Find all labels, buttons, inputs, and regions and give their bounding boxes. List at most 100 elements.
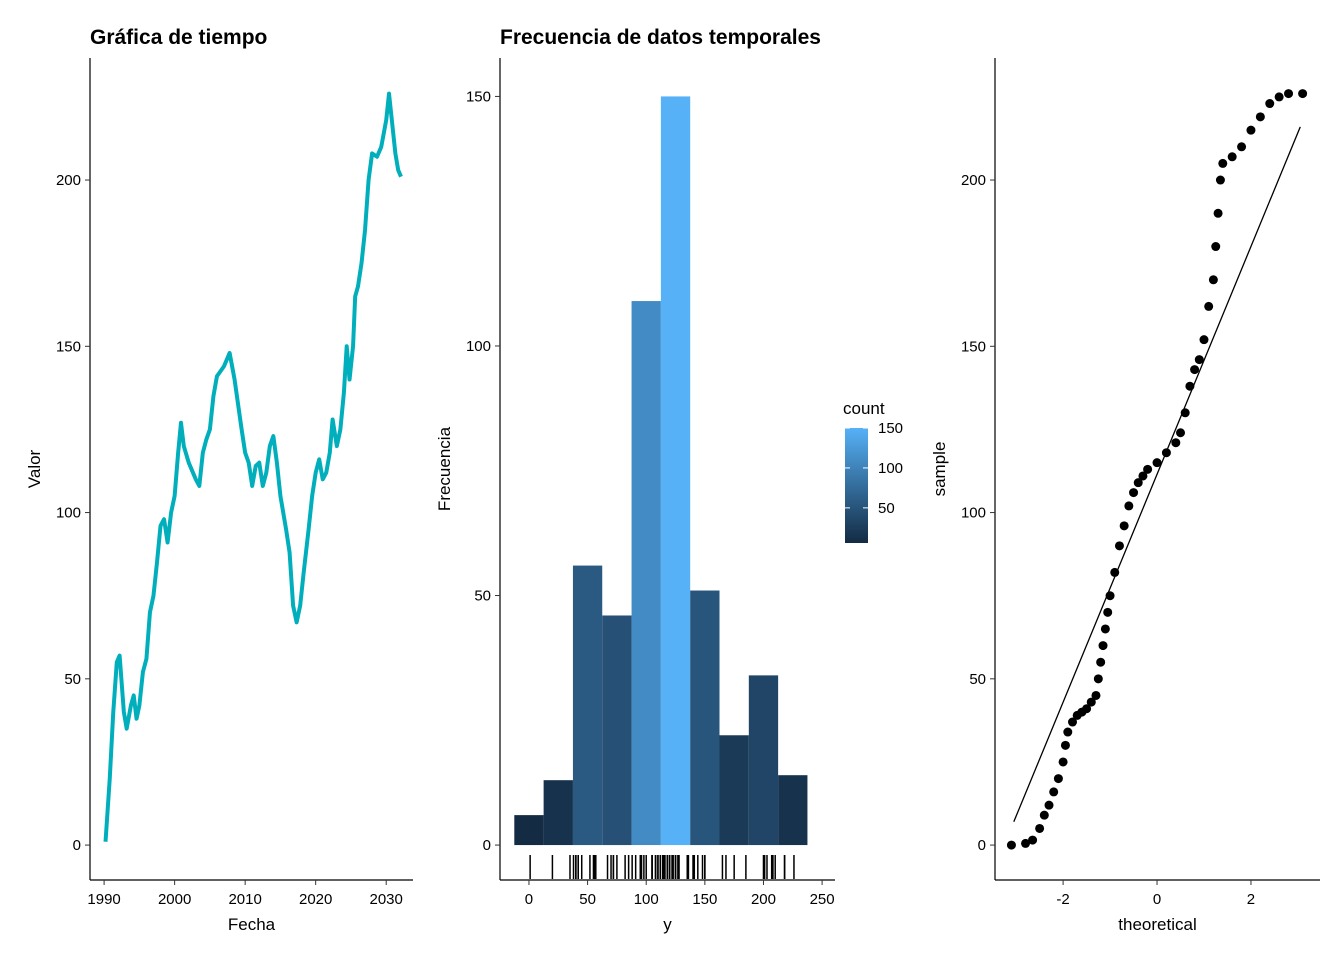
qq-point [1119, 521, 1129, 531]
qq-point [1143, 464, 1153, 474]
qq-point [1185, 381, 1195, 391]
colorbar-label: 150 [878, 420, 903, 437]
y-axis-label: sample [930, 442, 949, 497]
qq-point [1176, 428, 1186, 438]
qq-point [1100, 624, 1110, 634]
histogram-bar [572, 565, 603, 846]
y-tick-label: 0 [483, 837, 491, 854]
qq-point [1213, 208, 1223, 218]
colorbar-label: 100 [878, 460, 903, 477]
y-tick-label: 0 [73, 837, 81, 854]
qq-point [1211, 242, 1221, 252]
colorbar [845, 428, 868, 543]
reference-line [1013, 126, 1301, 823]
qq-point [1124, 501, 1134, 511]
y-tick-label: 50 [474, 588, 491, 605]
histogram-bar [631, 301, 661, 846]
qq-point [1103, 607, 1113, 617]
qq-point [1053, 774, 1063, 784]
qq-point [1098, 641, 1108, 651]
panel-title: Frecuencia de datos temporales [500, 26, 821, 49]
y-tick-label: 150 [961, 338, 986, 355]
qq-point [1114, 541, 1124, 551]
qq-point [1086, 697, 1096, 707]
qq-point [1138, 471, 1148, 481]
qq-point [1021, 838, 1031, 848]
histogram-bar [690, 590, 720, 846]
x-tick-label: 50 [579, 891, 596, 908]
qq-point [1208, 275, 1218, 285]
qq-point [1265, 99, 1275, 109]
y-tick-label: 0 [978, 837, 986, 854]
qq-point [1180, 408, 1190, 418]
qq-point [1096, 657, 1106, 667]
histogram-bar [778, 775, 808, 846]
series-line [103, 91, 403, 842]
x-tick-label: 2030 [370, 891, 403, 908]
colorbar-label: 50 [878, 500, 895, 517]
x-tick-label: 2000 [158, 891, 191, 908]
qq-point [1044, 800, 1054, 810]
qq-point [1039, 810, 1049, 820]
y-axis-label: Frecuencia [435, 426, 454, 511]
qq-point [1246, 125, 1256, 135]
qq-point [1093, 674, 1103, 684]
qq-point [1091, 690, 1101, 700]
qq-point [1063, 727, 1073, 737]
x-tick-label: 2 [1247, 891, 1255, 908]
qq-point [1028, 835, 1038, 845]
qq-point [1190, 365, 1200, 375]
qq-point [1215, 175, 1225, 185]
qq-point [1199, 335, 1209, 345]
qq-point [1152, 458, 1162, 468]
qq-point [1105, 591, 1115, 601]
y-tick-label: 150 [466, 88, 491, 105]
qq-point [1060, 740, 1070, 750]
qq-point [1284, 89, 1294, 99]
qq-point [1006, 840, 1016, 850]
qq-point [1194, 355, 1204, 365]
histogram-bar [660, 96, 691, 846]
x-axis-label: y [663, 915, 672, 934]
x-tick-label: 200 [751, 891, 776, 908]
qq-point [1161, 448, 1171, 458]
histogram-bar [602, 615, 632, 846]
qq-point [1255, 112, 1265, 122]
qq-point [1171, 438, 1181, 448]
qq-point [1129, 488, 1139, 498]
histogram-bar [719, 735, 749, 846]
histogram-bar [543, 780, 573, 846]
x-tick-label: 2010 [228, 891, 261, 908]
qq-point [1082, 704, 1092, 714]
y-tick-label: 100 [466, 338, 491, 355]
x-axis-label: Fecha [228, 915, 276, 934]
qq-point [1133, 478, 1143, 488]
x-tick-label: 100 [634, 891, 659, 908]
x-tick-label: 1990 [87, 891, 120, 908]
qq-point [1067, 717, 1077, 727]
qq-point [1035, 823, 1045, 833]
x-axis-label: theoretical [1118, 915, 1196, 934]
qq-point [1058, 757, 1068, 767]
x-tick-label: 0 [1153, 891, 1161, 908]
qq-point [1204, 301, 1214, 311]
y-tick-label: 150 [56, 338, 81, 355]
y-tick-label: 50 [969, 671, 986, 688]
qq-point [1274, 92, 1284, 102]
x-tick-label: -2 [1056, 891, 1069, 908]
x-tick-label: 0 [525, 891, 533, 908]
qq-point [1237, 142, 1247, 152]
histogram-bar [748, 675, 779, 846]
x-tick-label: 250 [810, 891, 835, 908]
qq-point [1049, 787, 1059, 797]
legend-title: count [843, 399, 885, 418]
y-axis-label: Valor [25, 449, 44, 488]
y-tick-label: 200 [56, 172, 81, 189]
x-tick-label: 150 [692, 891, 717, 908]
histogram-bar [514, 815, 544, 846]
y-tick-label: 50 [64, 671, 81, 688]
qq-point [1298, 89, 1308, 99]
y-tick-label: 100 [961, 505, 986, 522]
y-tick-label: 100 [56, 505, 81, 522]
